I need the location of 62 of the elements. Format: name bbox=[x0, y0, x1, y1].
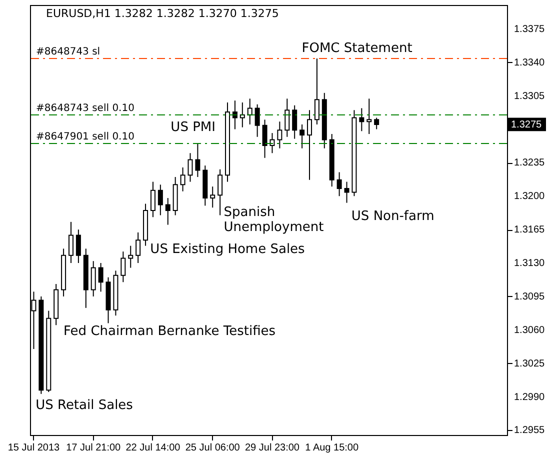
annotation: US Non-farm bbox=[351, 209, 434, 224]
candlestick bbox=[374, 117, 380, 130]
candlestick bbox=[292, 104, 298, 140]
x-tick-label: 29 Jul 23:00 bbox=[244, 442, 300, 454]
y-tick-label: 1.3130 bbox=[514, 258, 546, 269]
annotation: Spanish Unemployment bbox=[224, 205, 324, 235]
candlestick bbox=[195, 143, 200, 178]
y-tick-label: 1.3165 bbox=[514, 224, 546, 236]
y-tick-label: 1.2990 bbox=[514, 392, 546, 403]
candlestick bbox=[262, 119, 268, 158]
y-tick-label: 1.3235 bbox=[514, 158, 546, 169]
candlestick bbox=[344, 181, 350, 204]
candlestick bbox=[188, 152, 193, 182]
y-tick-label: 1.3060 bbox=[514, 324, 546, 336]
candlestick bbox=[150, 181, 156, 218]
candlestick bbox=[68, 221, 74, 264]
x-tick-label: 1 Aug 15:00 bbox=[305, 442, 359, 454]
y-tick-label: 1.3200 bbox=[514, 191, 546, 202]
candlestick bbox=[232, 100, 238, 130]
y-tick-label: 1.3340 bbox=[514, 57, 546, 68]
candlestick bbox=[76, 229, 81, 264]
y-tick-label: 1.3095 bbox=[514, 291, 546, 302]
candlestick bbox=[254, 104, 260, 138]
candlestick bbox=[240, 102, 245, 128]
candlestick bbox=[120, 251, 126, 283]
ref-line-label: #8647901 sell 0.10 bbox=[36, 132, 134, 143]
annotation: FOMC Statement bbox=[302, 41, 412, 56]
candlestick bbox=[210, 186, 216, 208]
annotation: US Existing Home Sales bbox=[150, 242, 306, 257]
x-tick-label: 22 Jul 14:00 bbox=[126, 442, 181, 454]
x-tick-label: 15 Jul 2013 bbox=[8, 442, 60, 454]
ref-line-label: #8648743 sl bbox=[36, 46, 100, 58]
candlestick bbox=[277, 121, 282, 149]
candlestick bbox=[270, 132, 275, 154]
candlestick bbox=[336, 172, 342, 197]
y-tick-label: 1.3025 bbox=[514, 358, 546, 370]
candlestick bbox=[158, 184, 163, 216]
y-tick-label: 1.3375 bbox=[514, 24, 546, 35]
candlestick bbox=[300, 124, 305, 149]
candlestick bbox=[90, 260, 96, 297]
candlestick bbox=[247, 98, 252, 125]
candlestick bbox=[180, 166, 186, 192]
candlestick bbox=[314, 58, 320, 125]
annotation: US PMI bbox=[170, 120, 216, 135]
candlestick bbox=[366, 98, 372, 134]
candlestick bbox=[165, 198, 170, 226]
annotation: 1.3275 bbox=[511, 119, 542, 130]
candlestick bbox=[306, 110, 312, 180]
annotation: US Retail Sales bbox=[36, 398, 134, 413]
candlestick bbox=[98, 262, 104, 292]
candlestick bbox=[218, 168, 223, 216]
ref-line-label: #8648743 sell 0.10 bbox=[36, 102, 134, 114]
candlestick bbox=[128, 245, 134, 268]
candlestick bbox=[284, 98, 290, 138]
y-tick-label: 1.2955 bbox=[514, 425, 546, 436]
x-tick-label: 17 Jul 21:00 bbox=[66, 442, 122, 454]
x-tick-label: 25 Jul 06:00 bbox=[185, 442, 240, 454]
candlestick bbox=[359, 108, 364, 132]
y-tick-label: 1.3305 bbox=[514, 90, 546, 102]
candlestick bbox=[136, 232, 141, 264]
chart-title: EURUSD,H1 1.3282 1.3282 1.3270 1.3275 bbox=[46, 7, 279, 20]
annotation: Fed Chairman Bernanke Testifies bbox=[64, 324, 276, 339]
